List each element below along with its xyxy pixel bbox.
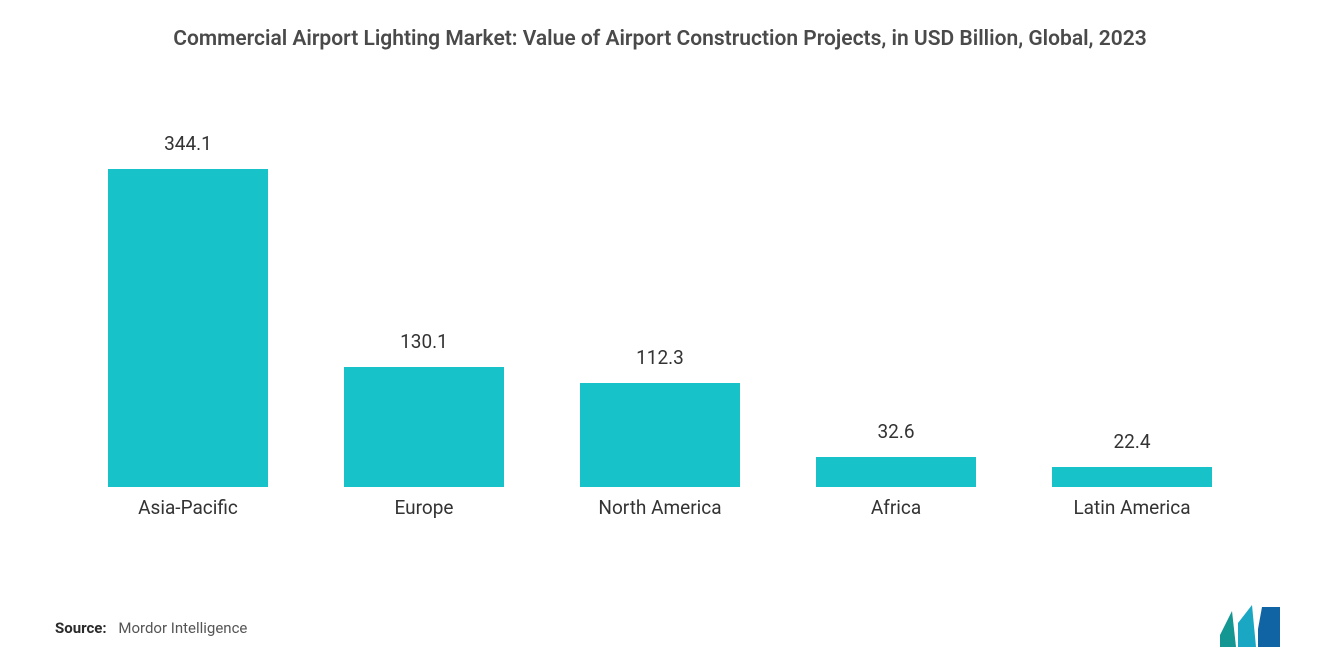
bar-slot-latin-america: 22.4 — [1014, 117, 1250, 487]
bars-row: 344.1 130.1 112.3 32.6 22.4 — [55, 117, 1265, 487]
logo-bars-icon — [1220, 605, 1280, 647]
bar-rect — [1052, 467, 1212, 488]
bar-rect — [816, 457, 976, 487]
logo-bar-3 — [1258, 607, 1280, 647]
brand-logo-icon — [1218, 605, 1282, 647]
plot-area: 344.1 130.1 112.3 32.6 22.4 Asia-Pacific — [55, 85, 1265, 515]
bar-value: 32.6 — [778, 420, 1014, 443]
bar-value: 130.1 — [306, 330, 542, 353]
bar-rect — [344, 367, 504, 487]
chart-container: Commercial Airport Lighting Market: Valu… — [0, 0, 1320, 665]
source-name: Mordor Intelligence — [118, 619, 247, 637]
source-row: Source: Mordor Intelligence — [55, 619, 247, 637]
logo-bar-1 — [1220, 611, 1236, 647]
x-label: Europe — [306, 496, 542, 519]
bar-rect — [108, 169, 268, 487]
x-label: Asia-Pacific — [70, 496, 306, 519]
source-label: Source: — [55, 619, 107, 637]
x-label: North America — [542, 496, 778, 519]
chart-title: Commercial Airport Lighting Market: Valu… — [110, 25, 1210, 53]
x-axis-labels: Asia-Pacific Europe North America Africa… — [55, 496, 1265, 519]
bar-slot-north-america: 112.3 — [542, 117, 778, 487]
x-label: Latin America — [1014, 496, 1250, 519]
bar-slot-europe: 130.1 — [306, 117, 542, 487]
bar-value: 22.4 — [1014, 430, 1250, 453]
x-label: Africa — [778, 496, 1014, 519]
bar-rect — [580, 383, 740, 487]
bar-value: 112.3 — [542, 346, 778, 369]
bar-slot-asia-pacific: 344.1 — [70, 117, 306, 487]
bar-slot-africa: 32.6 — [778, 117, 1014, 487]
bar-value: 344.1 — [70, 132, 306, 155]
logo-bar-2 — [1238, 605, 1256, 647]
